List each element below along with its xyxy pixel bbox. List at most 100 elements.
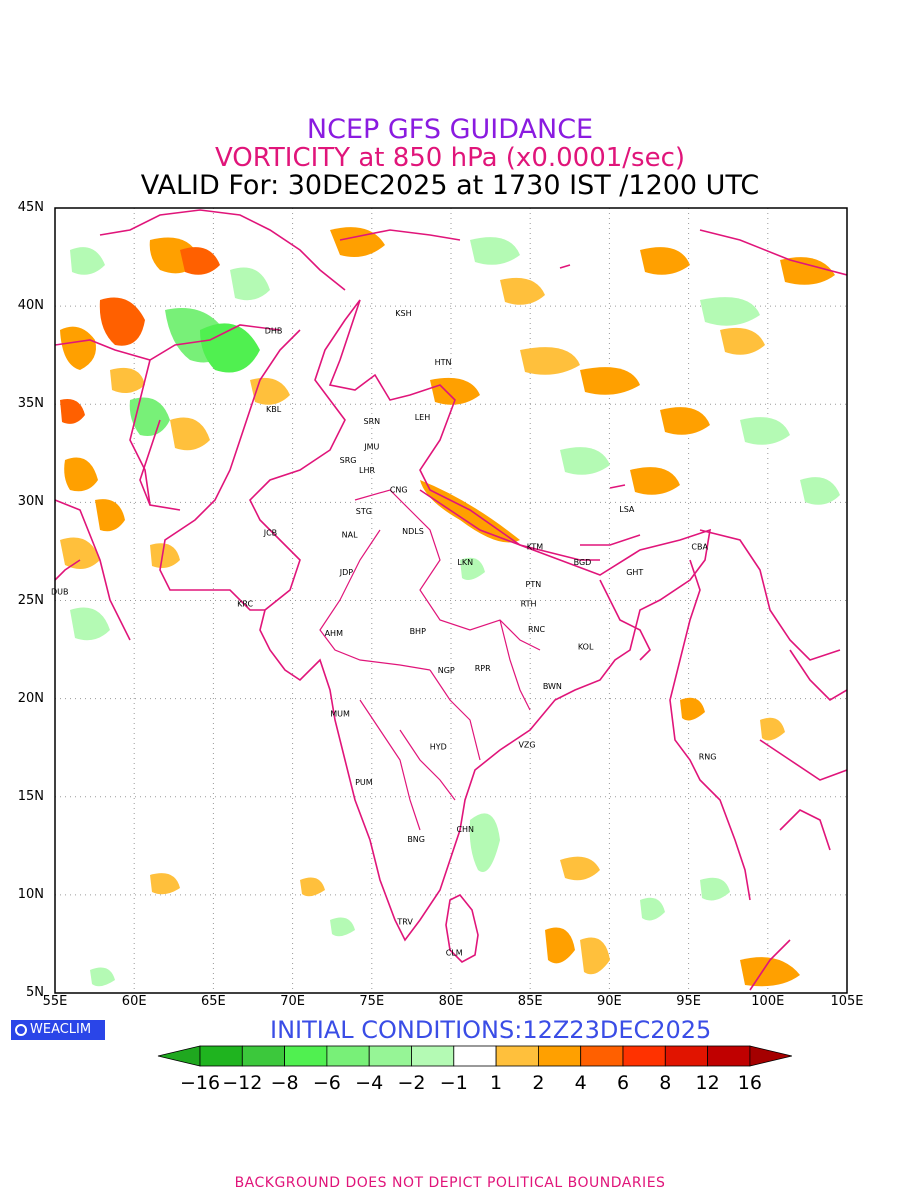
map-border — [54, 207, 848, 994]
title-line-1: NCEP GFS GUIDANCE — [306, 114, 594, 145]
logo-text: WEACLIM — [30, 1022, 92, 1037]
longitude-label: 70E — [280, 994, 305, 1009]
longitude-label: 60E — [121, 994, 147, 1009]
footer-note: BACKGROUND DOES NOT DEPICT POLITICAL BOU… — [234, 1175, 666, 1191]
longitude-label: 75E — [359, 994, 385, 1009]
city-label-dub: DUB — [51, 588, 69, 597]
longitude-label: 55E — [42, 994, 68, 1009]
city-label-jmu: JMU — [363, 442, 379, 451]
latitude-label: 20N — [17, 690, 44, 706]
bangladesh-myanmar-outline — [599, 529, 841, 901]
indochina-outline — [749, 649, 847, 991]
city-label-krc: KRC — [237, 599, 253, 608]
city-label-nal: NAL — [342, 531, 358, 540]
colorbar-cell — [538, 1045, 582, 1067]
field-blobs-south — [90, 557, 800, 987]
title-line-3: VALID For: 30DEC2025 at 1730 IST /1200 U… — [140, 170, 760, 201]
colorbar-cell — [411, 1045, 455, 1067]
latitude-label: 15N — [17, 788, 44, 804]
city-label-rpr: RPR — [475, 664, 491, 673]
colorbar-label: −6 — [312, 1072, 341, 1094]
colorbar-label: −1 — [439, 1072, 468, 1094]
colorbar-cell — [495, 1045, 539, 1067]
colorbar-label: 2 — [532, 1072, 545, 1094]
city-label-bng: BNG — [407, 835, 425, 844]
city-label-rng: RNG — [699, 752, 717, 761]
city-label-cng: CNG — [390, 486, 408, 495]
city-label-clm: CLM — [446, 949, 463, 958]
field-blobs-northeast — [330, 227, 840, 543]
weaclim-logo: WEACLIM — [11, 1020, 105, 1040]
city-label-stg: STG — [356, 507, 372, 516]
colorbar-cell — [622, 1045, 666, 1067]
city-label-chn: CHN — [456, 825, 474, 834]
city-label-rnc: RNC — [528, 625, 546, 634]
city-label-pum: PUM — [355, 778, 373, 787]
city-label-srg: SRG — [340, 456, 357, 465]
city-label-leh: LEH — [415, 413, 431, 422]
colorbar-cell — [707, 1045, 751, 1067]
colorbar-arrow-right — [749, 1045, 792, 1067]
city-label-vzg: VZG — [518, 741, 535, 750]
colorbar-label: −12 — [222, 1072, 263, 1094]
city-label-dhb: DHB — [265, 327, 283, 336]
city-label-ktm: KTM — [527, 542, 544, 551]
colorbar-label: 12 — [695, 1072, 720, 1094]
city-label-jcb: JCB — [263, 529, 277, 538]
boundaries — [55, 209, 847, 991]
pakistan-outline — [139, 329, 301, 611]
colorbar-cell — [368, 1045, 412, 1067]
colorbar-label: 16 — [737, 1072, 762, 1094]
city-label-kbl: KBL — [266, 405, 282, 414]
city-label-ght: GHT — [626, 568, 643, 577]
city-label-jdp: JDP — [339, 568, 354, 577]
colorbar-cell — [453, 1045, 497, 1067]
colorbar-cell — [199, 1045, 243, 1067]
initial-conditions: INITIAL CONDITIONS:12Z23DEC2025 — [270, 1016, 712, 1044]
colorbar — [157, 1045, 792, 1067]
colorbar-label: 1 — [490, 1072, 503, 1094]
longitude-label: 85E — [517, 994, 543, 1009]
city-label-ahm: AHM — [325, 629, 343, 638]
city-label-lkn: LKN — [457, 558, 473, 567]
latitude-label: 35N — [17, 396, 44, 412]
city-label-ngp: NGP — [438, 666, 455, 675]
longitude-label: 95E — [676, 994, 701, 1009]
colorbar-label: 4 — [574, 1072, 587, 1094]
longitude-label: 100E — [751, 994, 785, 1009]
longitude-label: 80E — [438, 994, 464, 1009]
city-label-ptn: PTN — [526, 580, 542, 589]
china-mongolia-outline — [99, 209, 847, 489]
city-label-lsa: LSA — [619, 505, 635, 514]
colorbar-label: −8 — [270, 1072, 299, 1094]
city-label-lhr: LHR — [359, 466, 375, 475]
colorbar-cell — [580, 1045, 624, 1067]
city-label-ksh: KSH — [395, 309, 411, 318]
city-label-ndls: NDLS — [402, 527, 424, 536]
city-label-srn: SRN — [363, 417, 380, 426]
colorbar-cell — [241, 1045, 286, 1067]
city-label-htn: HTN — [435, 358, 452, 367]
longitude-label: 65E — [201, 994, 226, 1009]
city-label-trv: TRV — [396, 917, 413, 926]
colorbar-label: 8 — [659, 1072, 672, 1094]
colorbar-label: −16 — [179, 1072, 221, 1094]
vorticity-field — [60, 227, 840, 987]
city-label-hyd: HYD — [430, 743, 447, 752]
colorbar-cell — [664, 1045, 708, 1067]
internal-states — [319, 489, 541, 831]
latitude-label: 40N — [17, 298, 44, 314]
longitude-label: 105E — [830, 994, 864, 1009]
latitude-label: 45N — [17, 200, 44, 215]
afghanistan-iran-outline — [55, 324, 281, 641]
nepal-bhutan-outline — [419, 489, 641, 561]
longitude-label: 90E — [597, 994, 622, 1009]
colorbar-label: −4 — [355, 1072, 384, 1094]
city-label-bwn: BWN — [543, 682, 562, 691]
city-label-bgd: BGD — [574, 558, 592, 567]
colorbar-cell — [284, 1045, 328, 1067]
colorbar-arrow-left — [157, 1045, 201, 1067]
city-label-kol: KOL — [578, 643, 594, 652]
